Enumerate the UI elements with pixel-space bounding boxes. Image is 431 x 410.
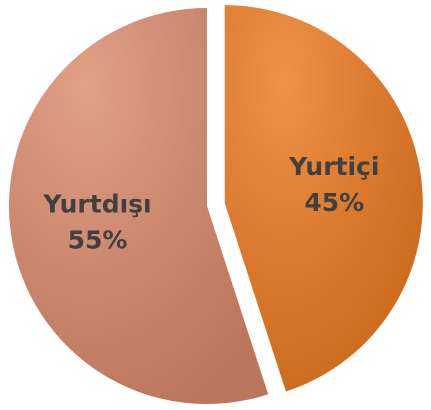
slice-label: Yurtdışı xyxy=(42,189,151,218)
slice-shade xyxy=(9,8,269,404)
slice-value-label: 55% xyxy=(68,225,128,254)
slice-label: Yurtiçi xyxy=(288,152,379,181)
slice-shade xyxy=(224,5,423,392)
slice-value-label: 45% xyxy=(304,188,364,217)
